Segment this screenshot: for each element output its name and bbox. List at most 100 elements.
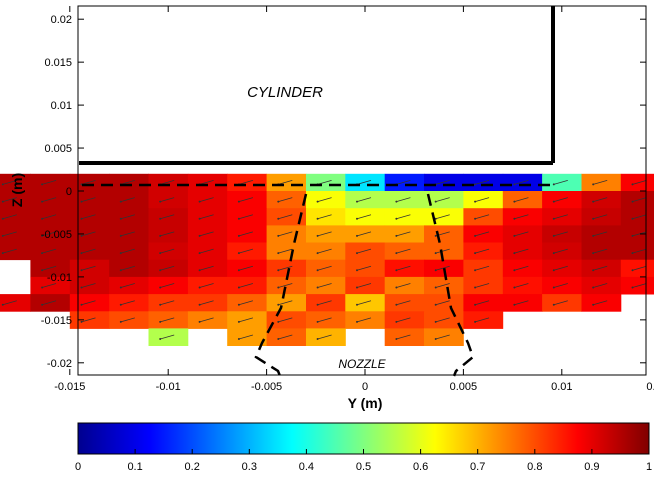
vector-arrow-head	[316, 320, 319, 323]
vector-arrow	[199, 317, 214, 323]
heatmap-cell	[306, 208, 346, 226]
vector-arrow-head	[198, 269, 201, 272]
colorbar-tick-label: 0.8	[527, 461, 542, 473]
vector-arrow	[41, 265, 57, 271]
vector-arrow	[120, 317, 135, 323]
heatmap-cell	[306, 311, 346, 329]
vector-arrow-head	[592, 217, 595, 220]
heatmap-cell	[581, 173, 622, 192]
vector-arrow-head	[159, 303, 162, 306]
vector-arrow-head	[356, 286, 358, 289]
vector-arrow-head	[434, 252, 437, 255]
heatmap-cell	[463, 225, 504, 243]
colorbar-tick-label: 0	[75, 461, 81, 473]
vector-arrow	[199, 265, 214, 271]
colorbar-tick-label: 0.6	[413, 461, 428, 473]
vector-arrow	[553, 180, 568, 185]
vector-arrow	[160, 300, 175, 306]
vector-arrow-head	[316, 286, 319, 289]
vector-arrow-head	[631, 269, 634, 272]
vector-arrow-head	[1, 234, 4, 237]
y-tick-label: -0.015	[41, 315, 72, 327]
vector-arrow-head	[552, 303, 555, 306]
vector-arrow-head	[631, 200, 634, 203]
vector-arrow-head	[474, 200, 477, 203]
vector-arrow-head	[316, 338, 319, 340]
vector-arrow-head	[1, 252, 4, 255]
vector-arrow-head	[198, 320, 201, 323]
heatmap-cell	[424, 242, 464, 261]
heatmap-cell	[227, 173, 267, 192]
y-axis-ticks: 0.02 0.015 0.01 0.005 0 -0.005 -0.01 -0.015 -0.0…	[41, 14, 646, 370]
heatmap-cell	[69, 259, 110, 278]
heatmap-cell	[306, 328, 346, 346]
vector-arrow	[120, 283, 135, 288]
vector-arrow-head	[474, 286, 477, 289]
vector-arrow-head	[474, 234, 477, 237]
vector-arrow	[238, 248, 254, 254]
vector-arrow	[160, 231, 175, 237]
heatmap-cell	[109, 311, 149, 329]
heatmap-cell	[502, 259, 543, 278]
vector-arrow	[396, 283, 411, 288]
y-tick-label: 0.01	[51, 100, 72, 112]
colorbar-tick-label: 0.4	[299, 461, 314, 473]
vector-arrow-head	[198, 303, 201, 306]
heatmap-cell	[581, 191, 622, 209]
heatmap-cell	[187, 276, 228, 295]
vector-arrow	[396, 300, 411, 306]
colorbar-tick-label: 0.1	[127, 461, 142, 473]
heatmap-cell	[227, 225, 267, 243]
vector-arrow	[238, 283, 254, 288]
vector-arrow	[317, 197, 332, 202]
colorbar-tick-label: 0.5	[356, 461, 371, 473]
vector-arrow	[238, 231, 254, 237]
vector-arrow	[120, 300, 135, 306]
vector-arrow-head	[277, 200, 280, 203]
heatmap-cell	[266, 276, 307, 295]
heatmap-cell	[69, 276, 110, 295]
vector-arrow-head	[80, 217, 83, 220]
heatmap-cell	[463, 242, 504, 261]
vector-arrow	[238, 334, 254, 340]
vector-arrow	[474, 231, 490, 237]
vector-arrow	[81, 231, 96, 237]
vector-arrow-head	[356, 303, 358, 306]
vector-arrow	[81, 300, 96, 306]
vector-arrow	[199, 283, 214, 288]
vector-arrow-head	[552, 183, 555, 186]
vector-arrow	[238, 265, 254, 271]
vector-arrow-head	[592, 183, 595, 186]
vector-arrow	[81, 265, 96, 271]
heatmap-cell	[502, 225, 543, 243]
heatmap-cell	[345, 276, 386, 295]
heatmap-cell	[266, 225, 307, 243]
vector-arrow-head	[277, 303, 280, 306]
heatmap-cell	[30, 259, 71, 278]
vector-arrow	[553, 248, 568, 254]
y-tick-label: -0.005	[41, 229, 72, 241]
vector-arrow-head	[198, 234, 201, 237]
vector-arrow	[356, 300, 372, 306]
vector-arrow	[41, 231, 57, 237]
x-tick-label: 0.005	[450, 381, 478, 393]
heatmap-cell	[266, 173, 307, 192]
colorbar-gradient	[77, 422, 650, 455]
heatmap-cell	[69, 191, 110, 209]
heatmap-cell	[266, 191, 307, 209]
vector-arrow	[199, 197, 214, 202]
vector-arrow	[2, 214, 17, 220]
x-tick-label: -0.005	[251, 381, 282, 393]
vector-arrow	[553, 197, 568, 202]
vector-arrow-head	[1, 303, 4, 306]
vector-arrow	[474, 317, 490, 323]
heatmap-cell	[581, 276, 622, 295]
vector-arrow-head	[41, 286, 44, 289]
heatmap-cell	[424, 294, 464, 312]
heatmap-cell	[69, 311, 110, 329]
vector-arrow-head	[552, 234, 555, 237]
vector-arrow	[238, 317, 254, 323]
vector-arrow-head	[1, 200, 4, 203]
vector-arrow	[41, 300, 57, 306]
heatmap-cell	[424, 276, 464, 295]
